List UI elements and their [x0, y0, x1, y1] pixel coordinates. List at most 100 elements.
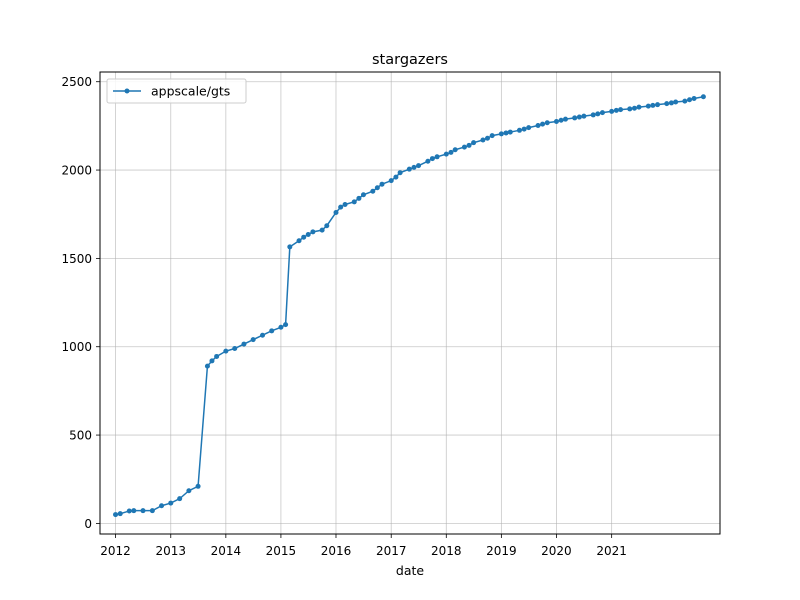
data-point [609, 108, 615, 114]
data-point [544, 120, 550, 126]
data-point [241, 341, 247, 347]
data-point [149, 508, 155, 514]
data-point [521, 126, 527, 132]
data-point [650, 102, 656, 108]
data-point [126, 508, 132, 514]
data-point [558, 117, 564, 123]
y-tick-label: 2000 [61, 164, 92, 178]
y-tick-label: 2500 [61, 75, 92, 89]
legend-label: appscale/gts [151, 84, 230, 99]
data-point [324, 223, 330, 229]
x-tick-label: 2019 [486, 544, 517, 558]
data-point [342, 202, 348, 207]
data-point [131, 508, 137, 514]
data-point [338, 204, 344, 210]
data-point [484, 135, 490, 141]
data-point [283, 322, 289, 328]
data-point [319, 227, 325, 233]
data-point [209, 358, 215, 364]
series-line [115, 95, 704, 516]
data-point [250, 337, 256, 343]
y-tick-label: 500 [69, 429, 92, 443]
data-point [434, 154, 440, 160]
data-point [613, 107, 619, 113]
data-point [443, 151, 449, 157]
data-point [562, 116, 568, 122]
data-point [416, 163, 422, 169]
x-tick-label: 2013 [155, 544, 186, 558]
data-point [595, 111, 601, 117]
grid [100, 72, 720, 534]
y-tick-label: 1000 [61, 340, 92, 354]
data-point [406, 166, 412, 172]
data-point [448, 149, 454, 155]
data-point [168, 500, 174, 506]
data-point [581, 113, 587, 119]
data-point [507, 129, 513, 135]
data-point [117, 511, 123, 517]
data-point [526, 125, 532, 131]
data-point [287, 244, 293, 250]
data-point [691, 96, 697, 101]
data-point [140, 508, 146, 514]
data-point [461, 144, 467, 150]
data-point [576, 114, 582, 120]
data-point [388, 178, 394, 184]
data-point [269, 328, 275, 334]
series-layer [113, 94, 706, 518]
data-point [655, 102, 661, 108]
data-point [351, 199, 357, 205]
x-tick-label: 2018 [431, 544, 462, 558]
data-point [301, 234, 307, 240]
data-point [664, 101, 670, 107]
data-point [631, 105, 637, 111]
y-tick-label: 1500 [61, 252, 92, 266]
data-point [278, 324, 284, 330]
data-point [627, 106, 633, 112]
data-point [186, 488, 192, 494]
data-point [618, 107, 624, 113]
data-point [480, 137, 486, 143]
data-point [700, 94, 706, 100]
x-tick-label: 2021 [596, 544, 627, 558]
legend-marker [124, 88, 130, 94]
data-point [113, 512, 119, 518]
data-point [232, 345, 238, 351]
x-axis-label: date [396, 563, 424, 578]
data-point [159, 503, 165, 509]
data-point [379, 181, 385, 187]
data-point [333, 209, 339, 215]
data-point [204, 363, 210, 369]
chart-title: stargazers [372, 52, 448, 68]
data-point [572, 115, 578, 121]
data-point [673, 99, 679, 105]
data-point [553, 118, 559, 124]
plot-frame [99, 71, 721, 535]
data-point [466, 142, 472, 148]
data-point [540, 121, 546, 127]
x-tick-label: 2012 [100, 544, 131, 558]
data-point [260, 332, 266, 338]
data-point [471, 140, 477, 146]
data-point [310, 229, 316, 235]
data-point [411, 164, 417, 170]
data-point [360, 192, 366, 198]
data-point [645, 103, 651, 109]
data-point [590, 112, 596, 118]
legend: appscale/gts [106, 78, 247, 104]
data-point [687, 97, 693, 103]
data-point [489, 133, 495, 139]
axis-ticks: 2012 2013 2014 2015 2016 2017 2018 2019 2020 2021… [61, 75, 626, 558]
data-point [668, 100, 674, 106]
data-point [535, 123, 541, 129]
series-markers [113, 94, 706, 518]
x-tick-label: 2015 [266, 544, 297, 558]
data-point [452, 147, 458, 153]
data-point [195, 483, 201, 489]
data-point [370, 188, 376, 194]
data-point [599, 110, 605, 116]
data-point [397, 170, 403, 176]
data-point [498, 131, 504, 137]
data-point [296, 238, 302, 244]
data-point [214, 353, 220, 359]
